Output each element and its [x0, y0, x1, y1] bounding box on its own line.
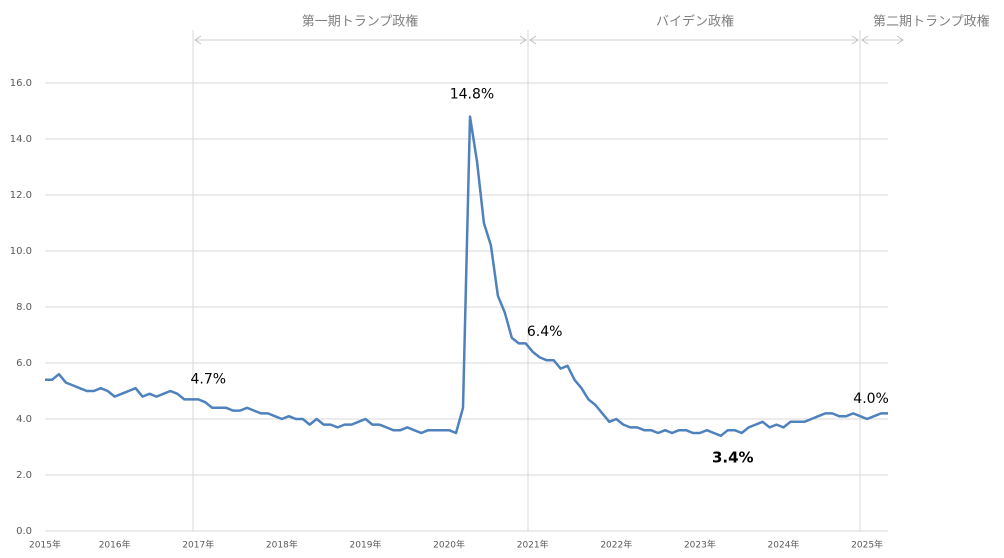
data-label: 14.8%	[450, 87, 494, 103]
x-tick-label: 2021年	[517, 539, 549, 551]
x-tick-label: 2020年	[433, 539, 465, 551]
arrow-head	[851, 35, 859, 45]
x-tick-label: 2022年	[600, 539, 632, 551]
data-label: 3.4%	[712, 448, 754, 466]
y-tick-label: 2.0	[16, 470, 32, 481]
data-label: 4.7%	[190, 371, 226, 387]
y-tick-label: 16.0	[10, 78, 32, 89]
y-tick-label: 0.0	[16, 526, 32, 537]
y-tick-label: 8.0	[16, 302, 32, 313]
arrow-head	[896, 35, 904, 45]
x-tick-label: 2025年	[851, 539, 883, 551]
arrow-head	[519, 35, 527, 45]
term-label: 第二期トランプ政権	[873, 14, 990, 30]
term-label: 第一期トランプ政権	[302, 14, 419, 30]
x-tick-label: 2017年	[182, 539, 214, 551]
y-tick-label: 10.0	[10, 246, 32, 257]
arrow-head	[529, 35, 537, 45]
x-tick-label: 2024年	[768, 539, 800, 551]
arrow-head	[194, 35, 202, 45]
y-tick-label: 4.0	[16, 414, 32, 425]
x-tick-label: 2023年	[684, 539, 716, 551]
line	[45, 115, 888, 438]
x-tick-label: 2016年	[99, 539, 131, 551]
y-tick-label: 6.0	[16, 358, 32, 369]
y-tick-label: 14.0	[10, 134, 32, 145]
x-tick-label: 2019年	[350, 539, 382, 551]
data-label: 4.0%	[853, 391, 889, 407]
x-tick-label: 2018年	[266, 539, 298, 551]
term-label: バイデン政権	[656, 14, 734, 30]
arrow-head	[861, 35, 869, 45]
data-label: 6.4%	[527, 324, 563, 340]
x-tick-label: 2015年	[29, 539, 61, 551]
y-tick-label: 12.0	[10, 190, 32, 201]
